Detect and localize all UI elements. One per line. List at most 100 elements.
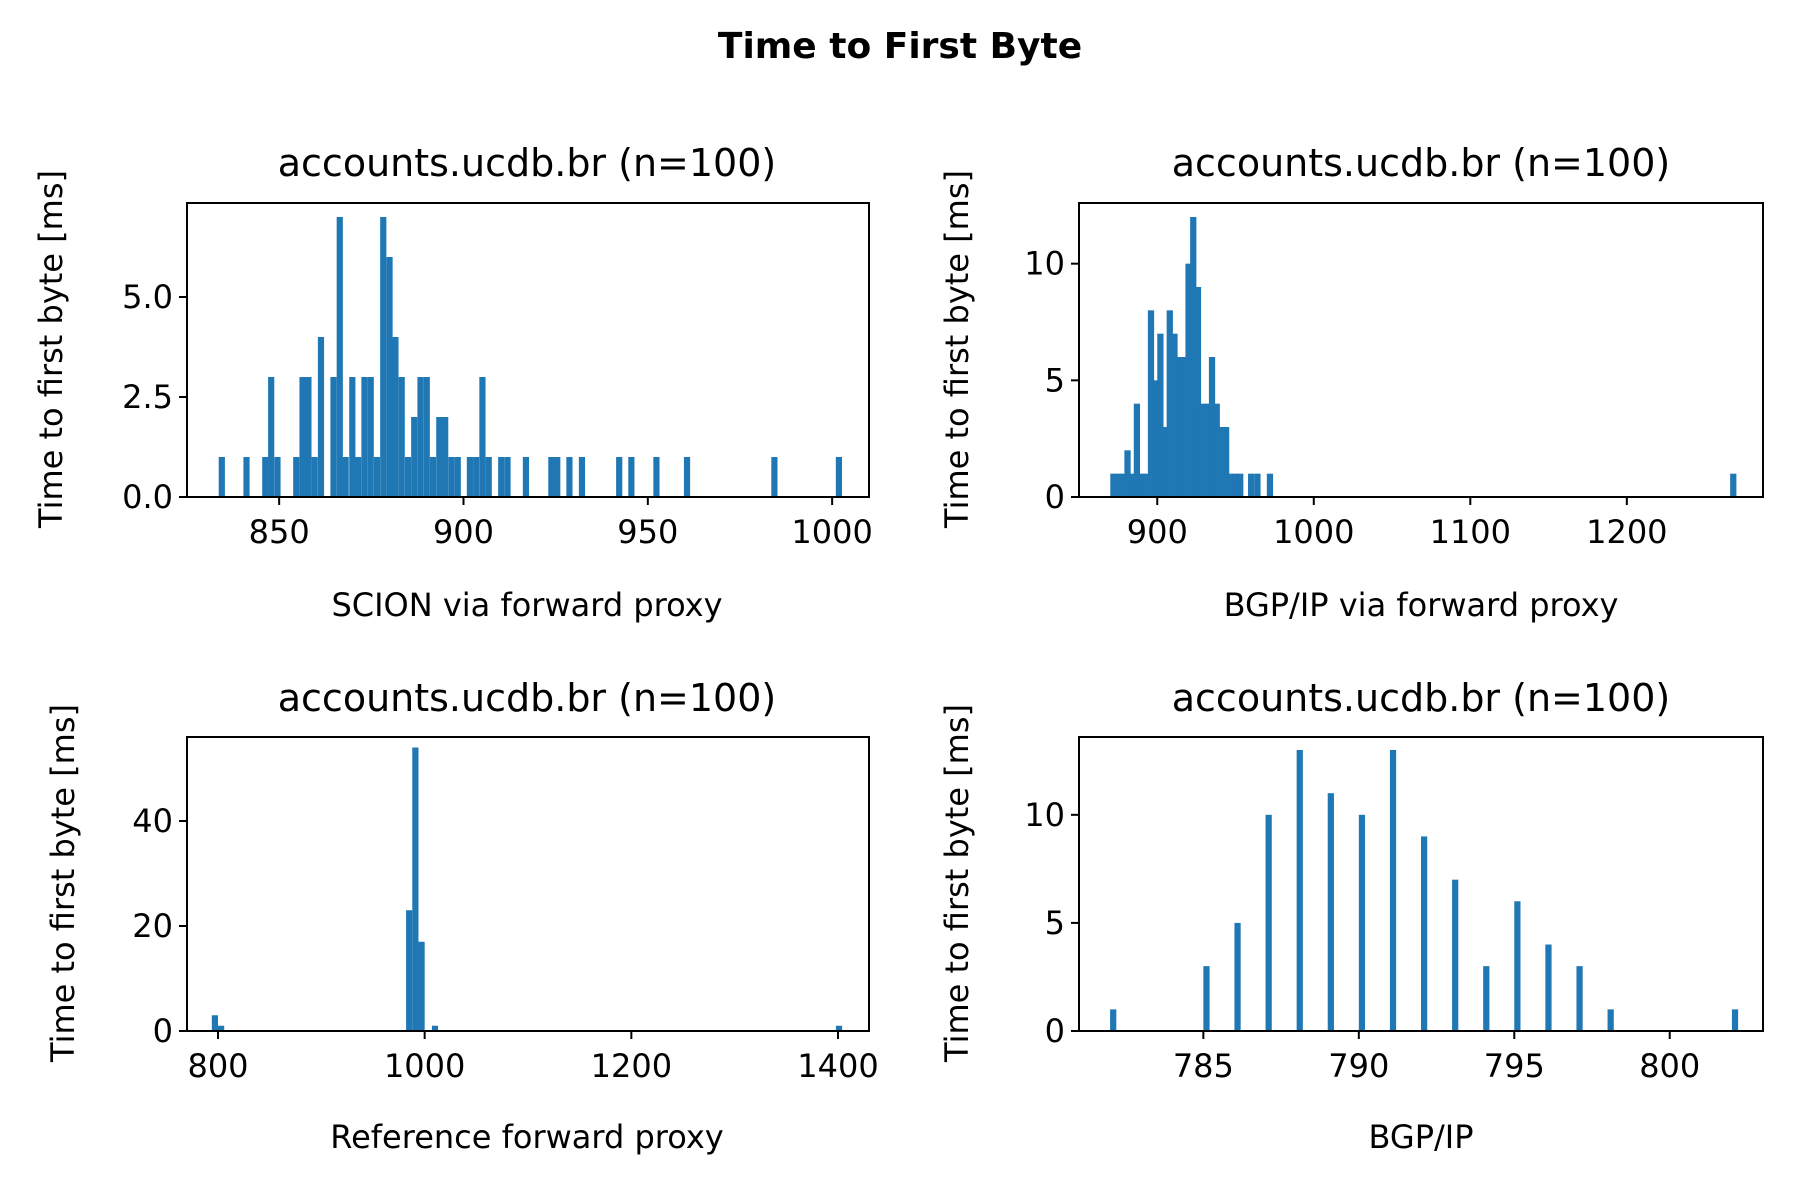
histogram-bar	[1545, 944, 1552, 1031]
subplot-title: accounts.ucdb.br (n=100)	[278, 141, 777, 185]
y-tick-label: 0.0	[122, 478, 173, 516]
histogram-bar	[380, 217, 387, 497]
histogram-bar	[522, 457, 530, 497]
axis-ticks: 850 900 950 1000 0.0 2.5 5.0	[122, 278, 873, 551]
histogram-bar	[1129, 473, 1136, 497]
histogram-bar	[454, 457, 461, 497]
histogram-bar	[1218, 427, 1225, 497]
histogram-bar	[1248, 473, 1255, 497]
axes-frame	[1078, 736, 1764, 1032]
histogram-bar	[578, 457, 586, 497]
histogram-bar	[305, 377, 312, 497]
histogram-bar	[1171, 333, 1178, 497]
histogram-bar	[342, 457, 349, 497]
histogram-bar	[406, 910, 413, 1031]
x-axis-label: SCION via forward proxy	[331, 586, 722, 624]
subplot-title: accounts.ucdb.br (n=100)	[1172, 141, 1671, 185]
subplot-bgp-ip-forward-proxy: accounts.ucdb.br (n=100) BGP/IP via forw…	[938, 141, 1764, 624]
histogram-bar	[1133, 403, 1141, 497]
histogram-bar	[1254, 473, 1261, 497]
axes-frame	[186, 202, 870, 498]
histogram-bar	[1110, 473, 1117, 497]
histogram-bar	[274, 457, 281, 497]
axis-ticks: 785 790 795 800 0 5 10	[1024, 796, 1700, 1085]
y-axis-label: Time to first byte [ms]	[938, 170, 976, 529]
histogram-bar	[1161, 427, 1169, 497]
histogram-bar	[330, 377, 337, 497]
histogram-bar	[479, 377, 486, 497]
histogram-bar	[566, 457, 573, 497]
y-tick-label: 0	[153, 1012, 173, 1050]
histogram-bar	[392, 337, 399, 497]
histogram-bar	[355, 457, 362, 497]
x-tick-label: 795	[1484, 1047, 1545, 1085]
histogram-bar	[1607, 1009, 1614, 1031]
subplot-title: accounts.ucdb.br (n=100)	[278, 676, 777, 720]
y-axis-label: Time to first byte [ms]	[44, 704, 82, 1063]
histogram-bar	[485, 457, 492, 497]
histogram-bar	[1152, 380, 1159, 497]
axis-ticks: 800 1000 1200 1400 0 20 40	[132, 802, 878, 1085]
x-tick-label: 1000	[1273, 513, 1354, 551]
histogram-bar	[317, 337, 325, 497]
axes-frame	[1078, 202, 1764, 498]
histogram-bar	[386, 257, 393, 497]
histogram-bar	[404, 457, 412, 497]
histogram-bar	[1358, 814, 1366, 1031]
histogram-bar	[1232, 473, 1239, 497]
histogram-bar	[548, 457, 555, 497]
histogram-bar	[466, 457, 473, 497]
x-tick-label: 850	[249, 513, 310, 551]
histogram-bar	[1213, 403, 1220, 497]
histogram-bar	[835, 457, 843, 497]
x-tick-label: 1400	[797, 1047, 878, 1085]
histogram-bar	[498, 457, 505, 497]
y-tick-label: 10	[1024, 796, 1065, 834]
axis-ticks: 900 1000 1100 1200 0 5 10	[1024, 245, 1667, 551]
histogram-bar	[1234, 922, 1241, 1031]
histogram-bar	[1204, 403, 1211, 497]
histogram-bar	[1514, 901, 1521, 1031]
histogram-bar	[1730, 473, 1737, 497]
histogram-bar	[243, 457, 250, 497]
histogram-bar	[349, 377, 356, 497]
histogram-bar	[1124, 450, 1131, 497]
histogram-bar	[367, 377, 374, 497]
histogram-bar	[1119, 473, 1126, 497]
histogram-bar	[218, 1025, 225, 1031]
histogram-bars	[218, 217, 843, 497]
histogram-bar	[373, 457, 381, 497]
histogram-bar	[1421, 836, 1428, 1031]
histogram-bar	[771, 457, 778, 497]
y-tick-label: 2.5	[122, 378, 173, 416]
histogram-bar	[683, 457, 691, 497]
histogram-bar	[442, 417, 449, 497]
histogram-bar	[1296, 749, 1303, 1031]
histogram-bar	[1115, 473, 1122, 497]
subplot-scion-forward-proxy: accounts.ucdb.br (n=100) SCION via forwa…	[32, 141, 873, 624]
histogram-bar	[1266, 473, 1274, 497]
figure-suptitle: Time to First Byte	[718, 26, 1082, 67]
histogram-bar	[336, 217, 343, 497]
x-axis-label: Reference forward proxy	[330, 1118, 723, 1156]
histogram-bar	[1190, 217, 1197, 497]
histogram-bar	[1157, 333, 1164, 497]
histogram-bar	[398, 377, 405, 497]
x-tick-label: 900	[1127, 513, 1188, 551]
histogram-bar	[436, 417, 443, 497]
histogram-bar	[1265, 814, 1272, 1031]
x-axis-label: BGP/IP via forward proxy	[1224, 586, 1619, 624]
histogram-bar	[431, 1025, 439, 1031]
x-tick-label: 800	[1639, 1047, 1700, 1085]
x-tick-label: 1000	[384, 1047, 465, 1085]
histogram-bar	[554, 457, 561, 497]
histogram-bar	[411, 417, 418, 497]
y-axis-label: Time to first byte [ms]	[32, 170, 70, 529]
histogram-bars	[1110, 749, 1739, 1031]
y-tick-label: 5	[1045, 904, 1065, 942]
histogram-bar	[448, 457, 455, 497]
y-tick-label: 40	[132, 802, 173, 840]
histogram-bar	[1110, 1009, 1117, 1031]
histogram-bar	[1147, 310, 1155, 497]
